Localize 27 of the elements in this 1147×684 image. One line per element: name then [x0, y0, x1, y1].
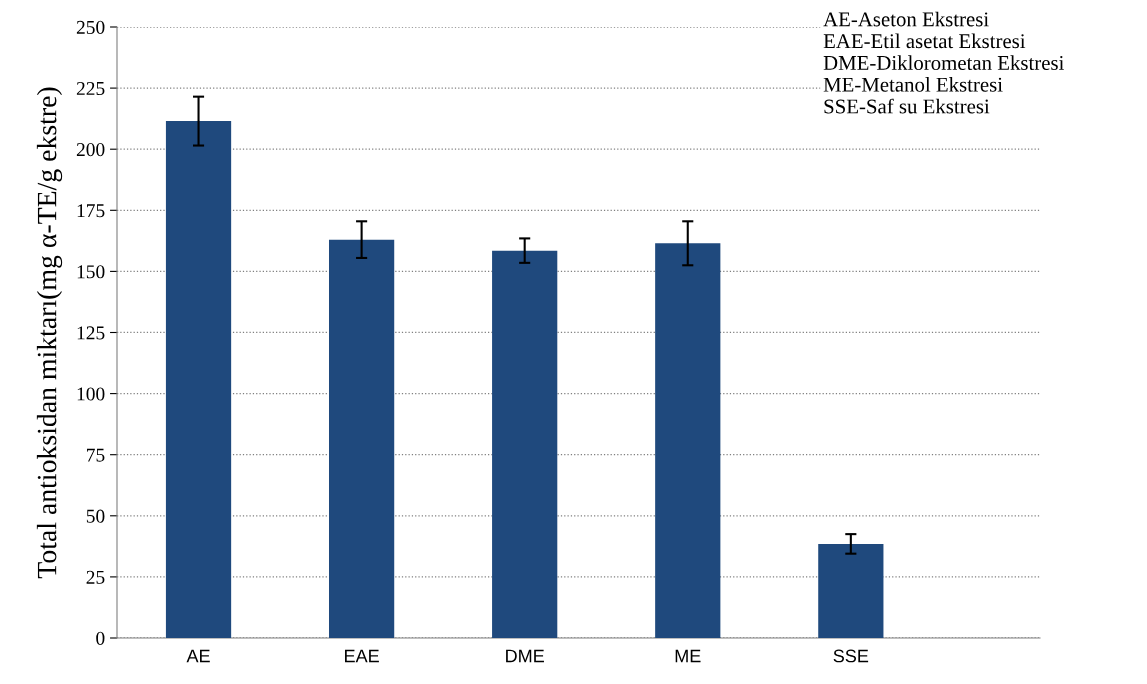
- y-tick-label: 50: [86, 509, 105, 523]
- annotation: SSE-Saf su Ekstresi: [824, 98, 990, 114]
- annotation: EAE-Etil asetat Ekstresi: [823, 33, 1026, 49]
- bar: [818, 543, 884, 638]
- y-tick-label: 200: [76, 143, 105, 157]
- annotation: ME-Metanol Ekstresi: [823, 77, 1003, 92]
- text: AE-Aseton Ekstresi: [823, 11, 989, 27]
- x-tick-label: EAE: [345, 649, 379, 663]
- y-tick-label: 250: [76, 20, 105, 34]
- bar: [329, 239, 395, 638]
- bar: [492, 250, 558, 638]
- x-tick-label: DME: [506, 649, 544, 663]
- y-tick-label: 100: [77, 387, 105, 401]
- y-tick-label: 0: [96, 631, 105, 645]
- annotation: DME-Diklorometan Ekstresi: [823, 55, 1064, 70]
- x-tick-label: SSE: [833, 649, 869, 663]
- y-tick-label: 125: [77, 326, 105, 340]
- x-tick-label: ME: [675, 649, 701, 663]
- bar: [655, 243, 721, 638]
- x-tick-label: AE: [186, 649, 210, 663]
- y-tick-label: 225: [76, 81, 105, 96]
- y-tick-label: 25: [86, 570, 105, 584]
- y-tick-label: 150: [77, 265, 105, 279]
- y-axis-title: Total antioksidan miktarı(mg α-TE/g ekstre): [36, 87, 63, 579]
- y-tick-label: 175: [77, 204, 105, 218]
- bar: [165, 121, 232, 638]
- y-tick-label: 75: [87, 448, 105, 462]
